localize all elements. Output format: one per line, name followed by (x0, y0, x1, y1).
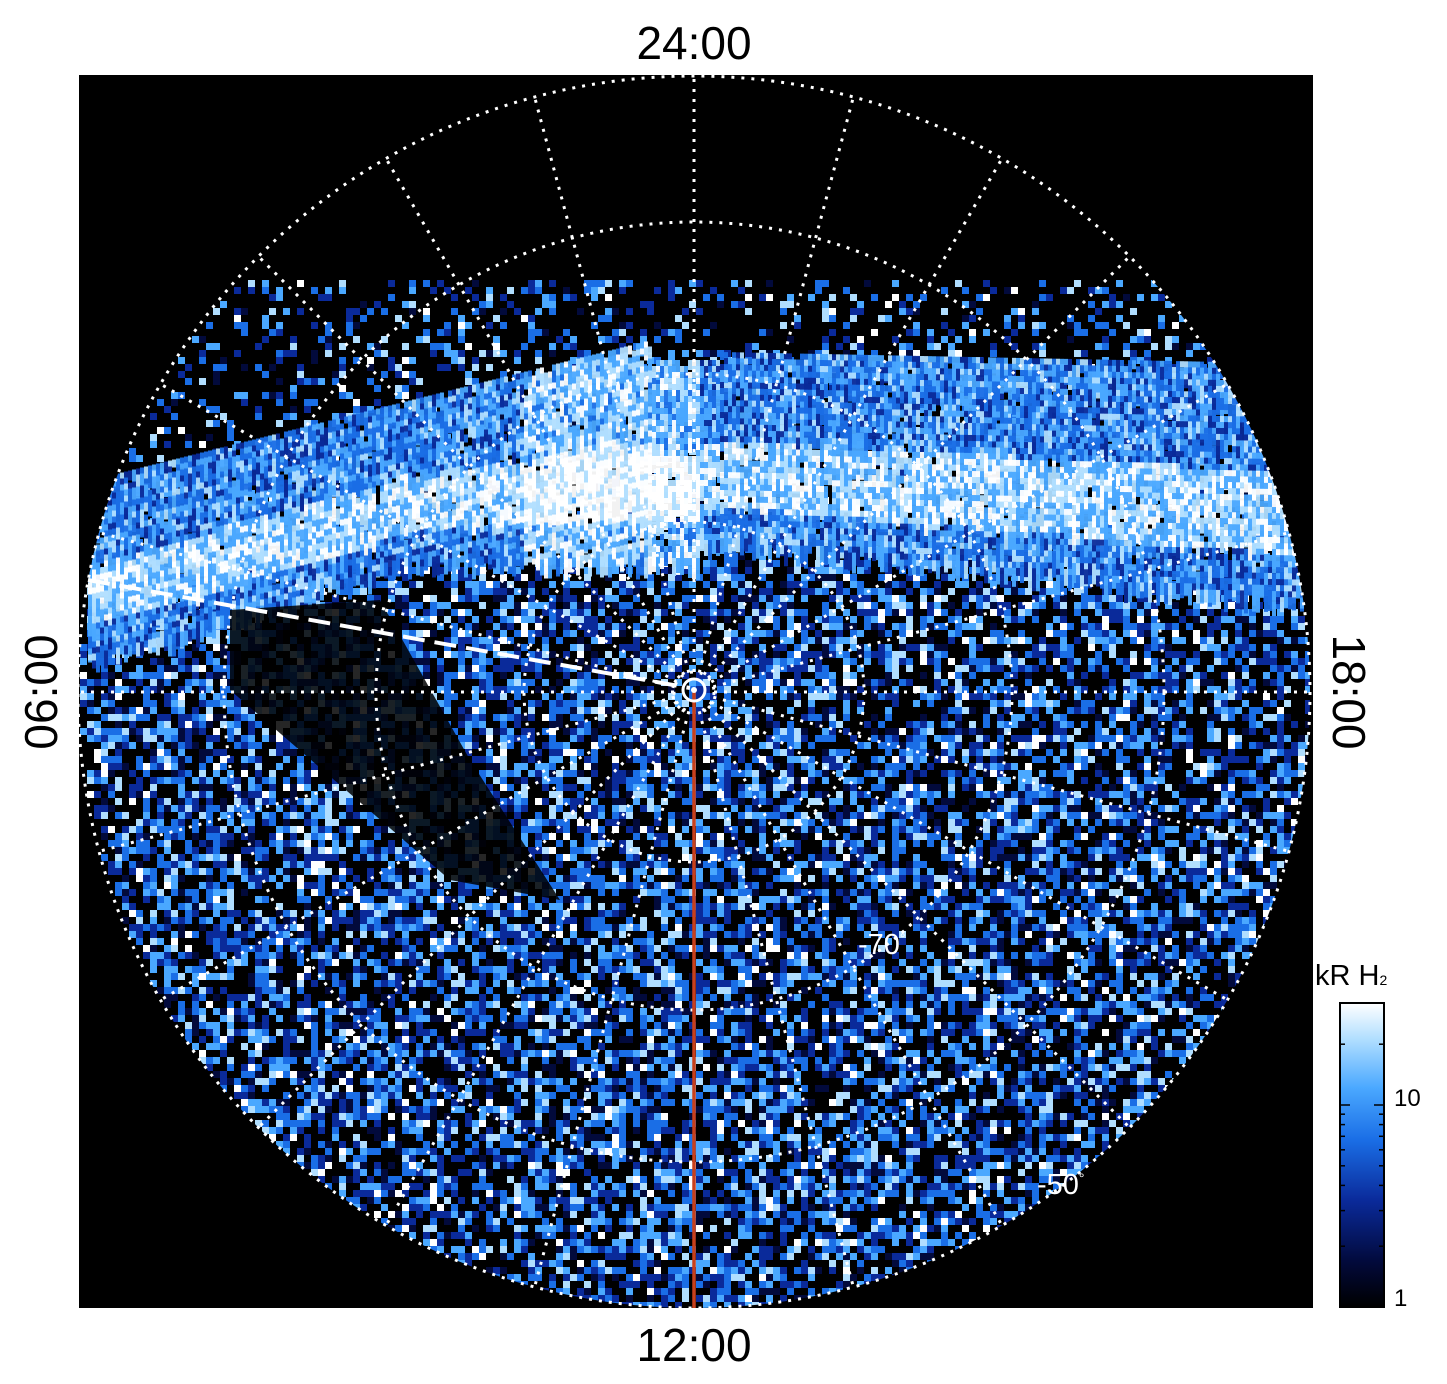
degree-symbol: ° (1079, 1170, 1085, 1186)
degree-symbol: ° (900, 930, 906, 946)
colorbar-unit: kR H (1315, 960, 1379, 992)
colorbar-unit-subscript: 2 (1379, 972, 1387, 988)
latitude-label-70: -70° (858, 931, 906, 960)
local-time-label-right: 18:00 (1323, 634, 1375, 749)
colorbar-tick-label-10: 10 (1394, 1087, 1421, 1111)
latitude-value-70: -70 (858, 929, 900, 961)
local-time-label-bottom: 12:00 (636, 1322, 751, 1368)
local-time-label-top: 24:00 (636, 20, 751, 66)
latitude-circle (374, 372, 1014, 1012)
colorbar-tick-label-1: 1 (1394, 1287, 1407, 1311)
latitude-value-50: -50 (1037, 1169, 1079, 1201)
latitude-circle (76, 74, 1312, 1310)
colorbar-ticks (1340, 1043, 1384, 1308)
local-time-label-left: 06:00 (15, 634, 67, 749)
latitude-label-50: -50° (1037, 1171, 1085, 1200)
colorbar-title: kR H2 (1315, 962, 1387, 991)
dashed-boundary-line (87, 578, 691, 690)
pole-marker (681, 677, 707, 703)
colorbar (1339, 1002, 1385, 1308)
pole-marker-center (691, 687, 697, 693)
